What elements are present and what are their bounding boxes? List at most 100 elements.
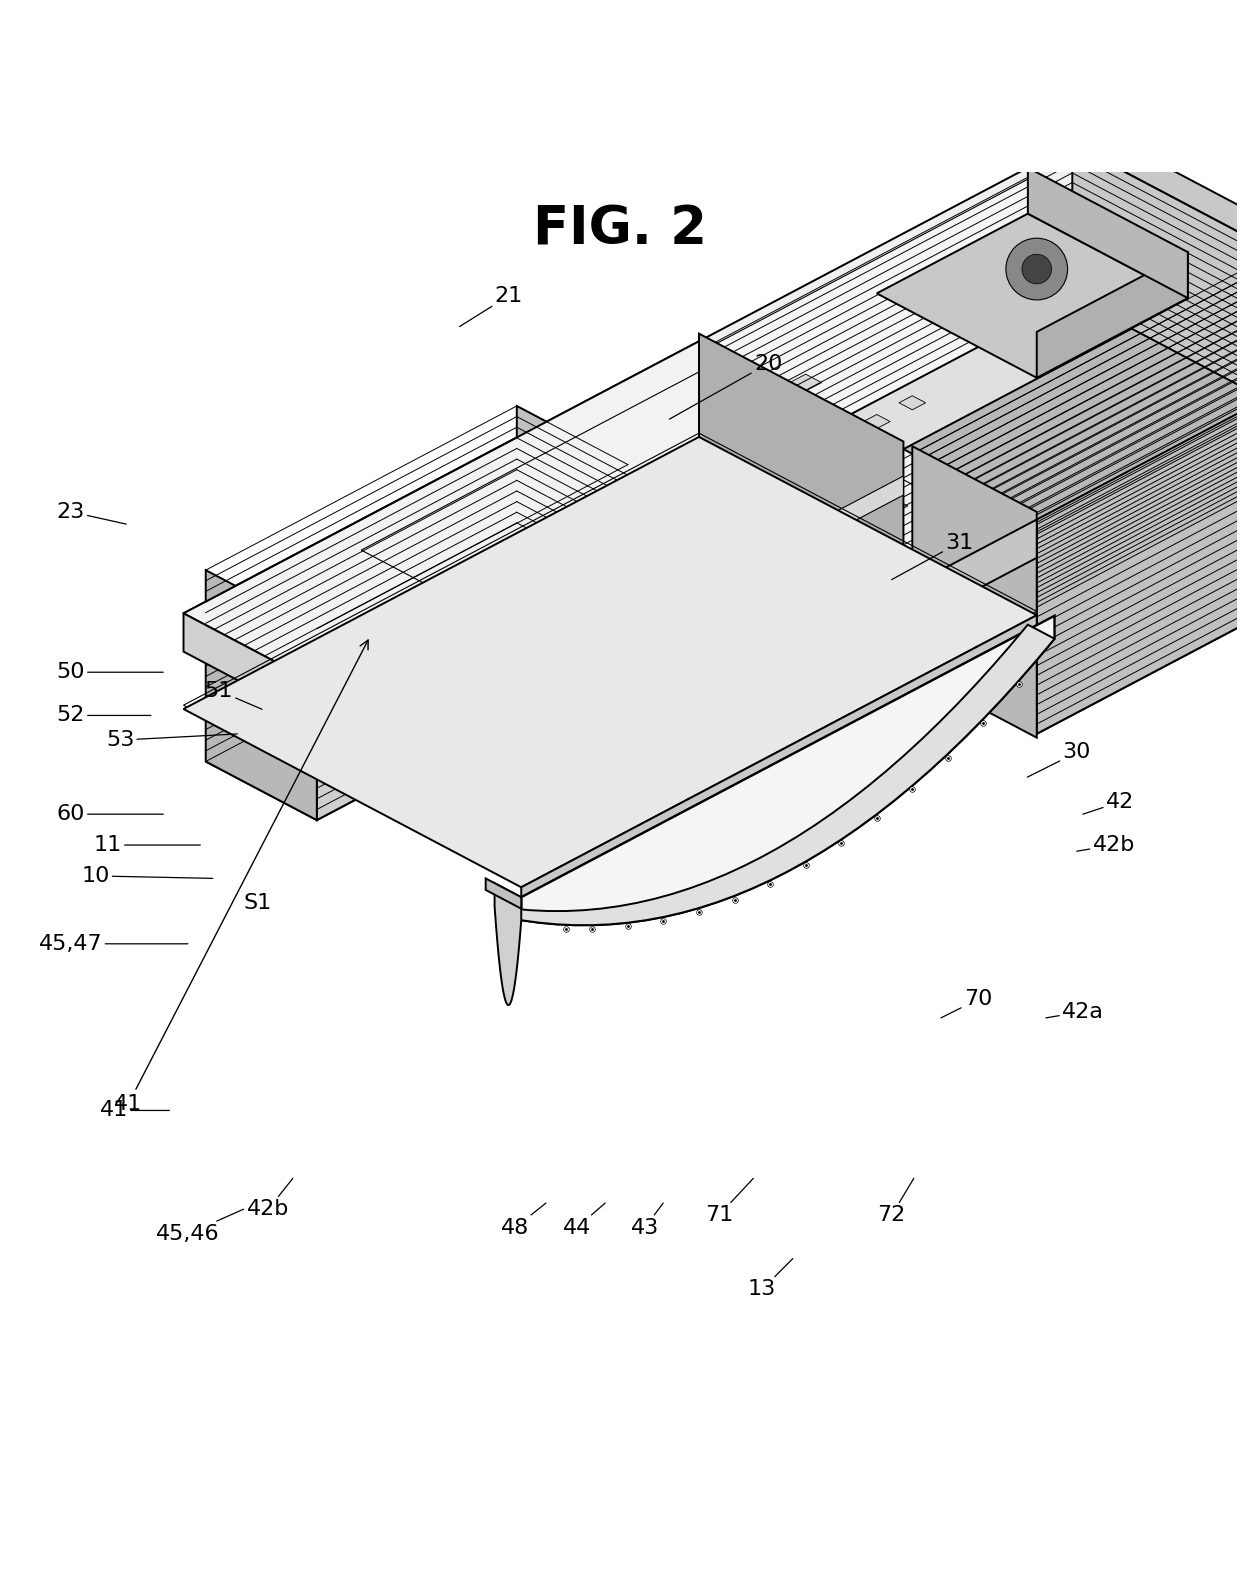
Polygon shape [366, 625, 408, 649]
Polygon shape [760, 614, 802, 636]
Polygon shape [360, 677, 403, 701]
Polygon shape [665, 458, 697, 475]
Polygon shape [678, 461, 720, 483]
Polygon shape [615, 592, 657, 616]
Polygon shape [412, 651, 455, 673]
Polygon shape [516, 595, 559, 617]
Polygon shape [739, 471, 801, 504]
Text: 21: 21 [460, 286, 523, 327]
Polygon shape [739, 527, 801, 561]
Polygon shape [671, 595, 692, 606]
Polygon shape [1037, 253, 1188, 377]
Polygon shape [899, 396, 925, 411]
Polygon shape [828, 485, 908, 527]
Polygon shape [273, 439, 947, 796]
Polygon shape [522, 543, 564, 565]
Polygon shape [812, 587, 854, 609]
Text: S1: S1 [243, 894, 272, 913]
Polygon shape [486, 878, 521, 908]
Polygon shape [206, 597, 627, 820]
Text: 43: 43 [631, 1203, 663, 1238]
Polygon shape [521, 519, 1037, 831]
Text: 70: 70 [941, 990, 992, 1018]
Polygon shape [268, 625, 570, 785]
Text: 30: 30 [1028, 742, 1091, 777]
Polygon shape [557, 673, 600, 695]
Polygon shape [1073, 144, 1240, 406]
Polygon shape [671, 567, 692, 578]
Polygon shape [630, 477, 662, 494]
Polygon shape [697, 609, 718, 621]
Polygon shape [1028, 167, 1188, 298]
Text: 42a: 42a [1045, 1001, 1104, 1022]
Polygon shape [644, 581, 665, 592]
Polygon shape [790, 374, 822, 392]
Polygon shape [672, 513, 715, 535]
Polygon shape [742, 441, 781, 461]
Text: 11: 11 [93, 835, 201, 856]
Polygon shape [656, 669, 699, 692]
Polygon shape [495, 625, 1054, 925]
Polygon shape [495, 883, 521, 1006]
Polygon shape [699, 297, 1240, 602]
Polygon shape [708, 643, 750, 665]
Polygon shape [521, 295, 1240, 791]
Polygon shape [677, 499, 722, 523]
Polygon shape [667, 565, 709, 587]
Circle shape [1006, 238, 1068, 300]
Polygon shape [500, 752, 543, 774]
Text: 45,47: 45,47 [38, 933, 188, 954]
Polygon shape [511, 647, 553, 669]
Text: FIG. 2: FIG. 2 [533, 204, 707, 256]
Text: 41: 41 [114, 639, 368, 1115]
Polygon shape [379, 178, 1240, 676]
Text: 42b: 42b [1076, 835, 1135, 856]
Polygon shape [750, 581, 771, 592]
Text: 71: 71 [704, 1178, 754, 1225]
Polygon shape [470, 572, 512, 594]
Text: 53: 53 [105, 729, 237, 750]
Text: 44: 44 [563, 1203, 605, 1238]
Polygon shape [661, 617, 704, 639]
Polygon shape [863, 415, 890, 428]
Polygon shape [699, 333, 904, 606]
Text: 48: 48 [501, 1203, 546, 1238]
Polygon shape [464, 624, 507, 646]
Polygon shape [184, 144, 1240, 791]
Polygon shape [454, 728, 496, 750]
Polygon shape [697, 581, 718, 592]
Polygon shape [877, 213, 1188, 377]
Text: 52: 52 [57, 706, 151, 725]
Polygon shape [771, 510, 813, 532]
Polygon shape [184, 341, 1037, 791]
Polygon shape [609, 644, 652, 668]
Polygon shape [817, 535, 861, 557]
Text: 20: 20 [670, 354, 782, 418]
Text: 50: 50 [57, 662, 164, 682]
Polygon shape [407, 703, 449, 725]
Text: 45,46: 45,46 [156, 1210, 243, 1244]
Text: 41: 41 [99, 1101, 170, 1121]
Polygon shape [765, 562, 808, 584]
Polygon shape [864, 559, 906, 583]
Polygon shape [745, 398, 777, 415]
Polygon shape [184, 437, 1037, 887]
Polygon shape [713, 591, 756, 613]
Polygon shape [317, 464, 627, 820]
Polygon shape [913, 447, 1037, 737]
Text: 72: 72 [878, 1178, 914, 1225]
Text: 42b: 42b [247, 1178, 293, 1219]
Polygon shape [506, 699, 548, 722]
Polygon shape [565, 475, 904, 673]
Text: 10: 10 [81, 865, 212, 886]
Polygon shape [552, 725, 595, 747]
Text: 60: 60 [57, 804, 164, 824]
Polygon shape [724, 595, 745, 606]
Polygon shape [184, 613, 521, 831]
Polygon shape [1073, 117, 1240, 322]
Text: 31: 31 [892, 532, 973, 579]
Text: 13: 13 [748, 1258, 792, 1300]
Polygon shape [568, 568, 611, 591]
Polygon shape [904, 253, 1240, 602]
Text: 51: 51 [205, 681, 262, 709]
